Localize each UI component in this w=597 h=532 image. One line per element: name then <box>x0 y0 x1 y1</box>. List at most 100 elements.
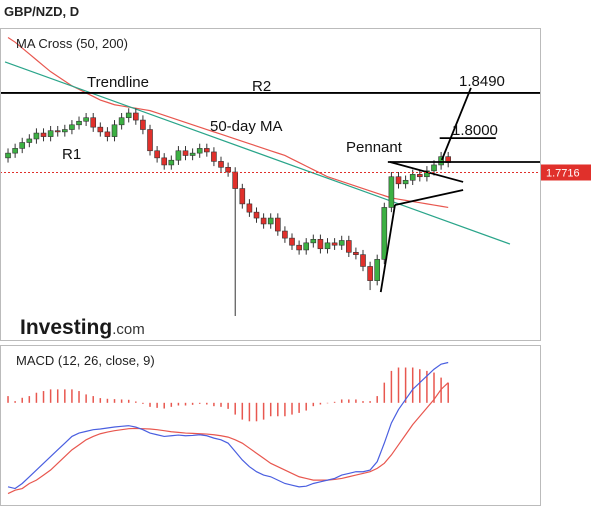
histogram-bar <box>120 399 123 403</box>
annotation: 1.8000 <box>452 122 498 139</box>
candle-body <box>189 152 196 156</box>
candle-body <box>140 119 146 130</box>
axis-layer: 1.7716 <box>541 164 591 181</box>
candle-body <box>168 159 175 166</box>
histogram-bar <box>106 398 109 403</box>
candle-body <box>182 150 189 156</box>
histogram-bar <box>113 399 116 403</box>
histogram-bar <box>149 402 151 407</box>
histogram-bar <box>340 399 343 403</box>
candle-body <box>211 151 217 162</box>
histogram-bar <box>426 370 428 403</box>
candle-body <box>12 148 18 154</box>
annotation: R1 <box>62 146 81 163</box>
candle-body <box>353 251 359 255</box>
candle-body <box>19 142 26 149</box>
histogram-bar <box>227 402 229 409</box>
macd-legend: MACD (12, 26, close, 9) <box>16 353 155 368</box>
histogram-bar <box>78 391 80 403</box>
histogram-bar <box>170 402 173 407</box>
candle-body <box>289 237 295 246</box>
histogram-bar <box>198 402 201 404</box>
candle-body <box>338 240 345 246</box>
histogram-bar <box>255 402 258 422</box>
candle-body <box>367 266 373 281</box>
candle-body <box>395 176 402 185</box>
candle-body <box>267 217 274 225</box>
candle-body <box>125 112 132 119</box>
histogram-bar <box>28 396 31 403</box>
candle-body <box>360 254 366 267</box>
histogram-bar <box>319 402 322 405</box>
candle-body <box>232 171 239 189</box>
logo: Investing.com <box>20 316 145 339</box>
candle-body <box>381 207 388 260</box>
candle-body <box>47 130 54 137</box>
histogram-bar <box>326 402 329 404</box>
candle-body <box>154 150 160 159</box>
candle-body <box>104 131 111 137</box>
candle-body <box>282 230 288 239</box>
candle-body <box>431 164 437 172</box>
histogram-bar <box>99 398 102 403</box>
histogram-bar <box>14 401 16 403</box>
histogram-bar <box>191 402 194 405</box>
candle-body <box>260 217 267 225</box>
candle-body <box>275 217 281 232</box>
histogram-bar <box>291 402 293 415</box>
macd-line <box>7 361 449 490</box>
candle-body <box>346 240 352 253</box>
macd-panel-frame <box>0 345 541 506</box>
histogram-bar <box>262 402 265 420</box>
histogram-bar <box>397 367 400 403</box>
candle-body <box>310 239 317 244</box>
histogram-bar <box>419 369 421 403</box>
candle-body <box>133 112 139 121</box>
candle-body <box>253 211 260 219</box>
candle-body <box>76 120 82 126</box>
price-panel-frame <box>0 28 541 341</box>
ma-line <box>7 36 449 209</box>
marks-layer <box>0 36 540 495</box>
candle-body <box>40 132 47 137</box>
last-price-box <box>541 164 591 181</box>
candle-body <box>218 161 224 168</box>
histogram-bar <box>142 402 144 404</box>
candle-body <box>54 130 61 133</box>
candle-body <box>97 126 104 133</box>
candle-body <box>26 138 33 143</box>
histogram-bar <box>56 389 59 403</box>
price-legend: MA Cross (50, 200) <box>16 36 128 51</box>
candle-body <box>147 129 153 152</box>
histogram-bar <box>248 402 251 422</box>
histogram-bar <box>21 397 23 403</box>
last-price-label: 1.7716 <box>546 167 580 179</box>
candle-body <box>33 132 40 140</box>
candle-body <box>175 150 182 161</box>
candle-body <box>409 174 416 181</box>
histogram-bar <box>220 402 222 407</box>
candle-body <box>161 157 168 166</box>
logo-name: Investing <box>20 316 112 339</box>
candle-body <box>331 242 338 246</box>
candle-body <box>324 242 331 250</box>
candle-body <box>424 170 430 178</box>
candle-body <box>317 239 324 250</box>
histogram-bar <box>348 399 350 403</box>
histogram-bar <box>269 402 272 417</box>
histogram-bar <box>404 367 407 403</box>
drawing-line <box>389 161 464 183</box>
histogram-bar <box>156 402 158 408</box>
candle-body <box>196 148 203 154</box>
annotation: 50-day MA <box>210 118 283 135</box>
histogram-bar <box>284 402 286 417</box>
histogram-bar <box>362 401 364 403</box>
chart-title: GBP/NZD, D <box>4 4 79 19</box>
histogram-bar <box>369 401 371 403</box>
histogram-bar <box>433 372 435 403</box>
annotation: Pennant <box>346 139 403 156</box>
candle-body <box>438 156 444 166</box>
histogram-bar <box>177 402 180 406</box>
annotation: 1.8490 <box>459 73 505 90</box>
